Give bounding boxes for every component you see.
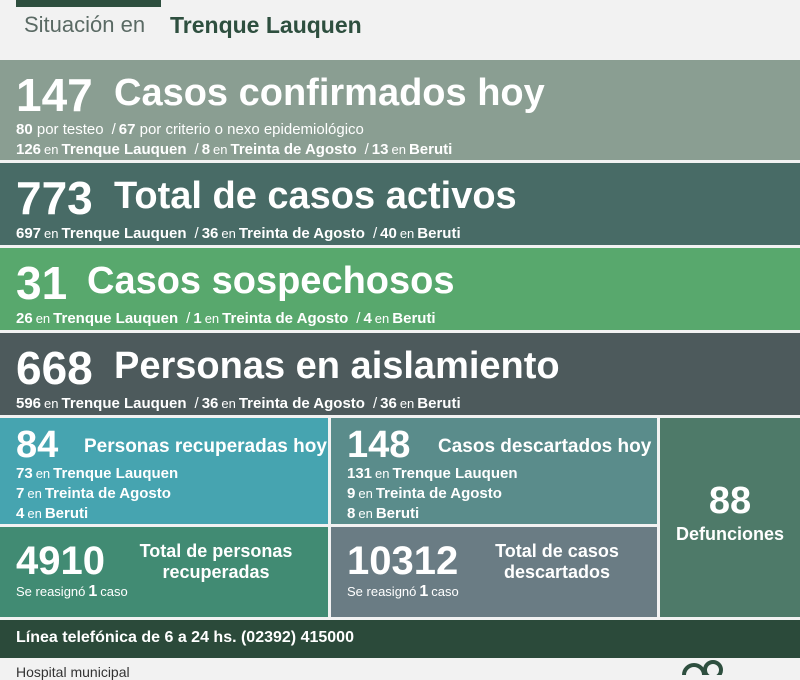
deaths-label: Defunciones xyxy=(675,524,785,544)
recovered-today-count: 84 xyxy=(16,424,59,466)
discarded-total-title: Total de casos descartados xyxy=(495,541,619,582)
discarded-today-place-2: 9 en Treinta de Agosto xyxy=(347,485,502,502)
suspected-title: Casos sospechosos xyxy=(87,260,455,302)
recovered-reassigned-note: Se reasignó 1 caso xyxy=(16,583,128,600)
confirmed-count: 147 xyxy=(16,69,93,121)
active-count: 773 xyxy=(16,172,93,224)
deaths-card: 88 Defunciones xyxy=(660,418,800,617)
suspected-place-breakdown: 26 en Trenque Lauquen/1 en Treinta de Agosto… xyxy=(16,310,436,327)
discarded-today-title: Casos descartados hoy xyxy=(438,436,652,457)
confirmed-place-breakdown: 126 en Trenque Lauquen/8 en Treinta de Agost… xyxy=(16,141,453,158)
discarded-today-place-3: 8 en Beruti xyxy=(347,505,420,522)
discarded-total-card: 10312 Total de casos descartados Se reasi… xyxy=(331,527,657,617)
discarded-today-count: 148 xyxy=(347,424,411,466)
discarded-total-count: 10312 xyxy=(347,539,459,583)
situation-label: Situación en xyxy=(24,12,146,37)
suspected-cases-band: 31 Casos sospechosos 26 en Trenque Lauquen… xyxy=(0,248,800,330)
recovered-today-place-3: 4 en Beruti xyxy=(16,505,89,522)
suspected-count: 31 xyxy=(16,257,68,309)
isolation-title: Personas en aislamiento xyxy=(114,345,560,387)
recovered-today-card: 84 Personas recuperadas hoy 73 en Trenque … xyxy=(0,418,328,524)
active-title: Total de casos activos xyxy=(114,175,517,217)
municipality-logo-icon xyxy=(682,660,723,675)
recovered-total-count: 4910 xyxy=(16,539,105,583)
recovered-today-place-1: 73 en Trenque Lauquen xyxy=(16,465,179,482)
header: Situación en Trenque Lauquen xyxy=(0,0,800,60)
recovered-total-title: Total de personas recuperadas xyxy=(139,541,293,582)
active-place-breakdown: 697 en Trenque Lauquen/36 en Treinta de Agos… xyxy=(16,225,461,242)
isolation-count: 668 xyxy=(16,342,93,394)
confirmed-title: Casos confirmados hoy xyxy=(114,72,545,114)
discarded-today-place-1: 131 en Trenque Lauquen xyxy=(347,465,518,482)
header-accent-bar xyxy=(16,0,161,7)
recovered-today-place-2: 7 en Treinta de Agosto xyxy=(16,485,171,502)
recovered-today-title: Personas recuperadas hoy xyxy=(84,436,327,457)
isolation-place-breakdown: 596 en Trenque Lauquen/36 en Treinta de Agos… xyxy=(16,395,461,412)
recovered-total-card: 4910 Total de personas recuperadas Se rea… xyxy=(0,527,328,617)
confirmed-cases-band: 147 Casos confirmados hoy 80 por testeo /… xyxy=(0,60,800,160)
phone-line-text: Línea telefónica de 6 a 24 hs. (02392) 4… xyxy=(16,629,354,646)
footer-text: Hospital municipal xyxy=(16,664,130,680)
isolation-band: 668 Personas en aislamiento 596 en Trenque… xyxy=(0,333,800,415)
phone-line-bar: Línea telefónica de 6 a 24 hs. (02392) 4… xyxy=(0,620,800,658)
confirmed-method-breakdown: 80 por testeo/67 por criterio o nexo epi… xyxy=(16,121,364,138)
active-cases-band: 773 Total de casos activos 697 en Trenque … xyxy=(0,163,800,245)
discarded-reassigned-note: Se reasignó 1 caso xyxy=(347,583,459,600)
city-name: Trenque Lauquen xyxy=(170,12,362,38)
discarded-today-card: 148 Casos descartados hoy 131 en Trenque L… xyxy=(331,418,657,524)
deaths-count: 88 xyxy=(708,480,752,522)
